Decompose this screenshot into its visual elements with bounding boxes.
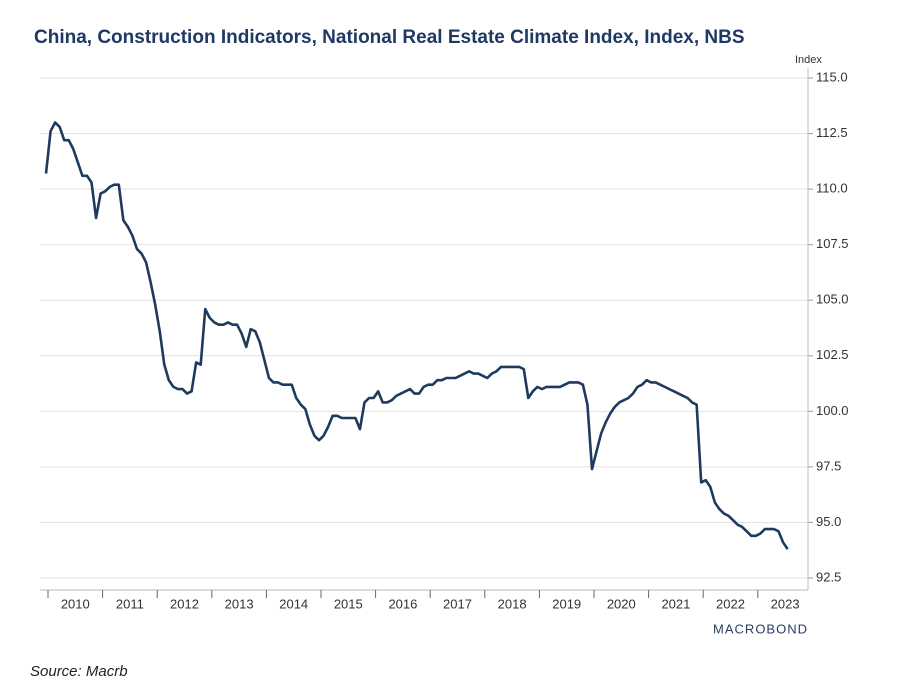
x-tick-label: 2018 [498,596,527,611]
y-tick-label: 102.5 [816,347,849,362]
y-axis-label: Index [795,54,822,66]
y-tick-label: 100.0 [816,403,849,418]
chart-title: China, Construction Indicators, National… [34,27,745,48]
x-tick-label: 2017 [443,596,472,611]
y-tick-label: 92.5 [816,569,841,584]
x-tick-label: 2019 [552,596,581,611]
x-tick-label: 2022 [716,596,745,611]
x-tick-label: 2010 [61,596,90,611]
y-tick-label: 95.0 [816,514,841,529]
y-tick-label: 112.5 [816,125,848,140]
y-tick-label: 115.0 [816,69,848,84]
y-tick-label: 107.5 [816,236,849,251]
x-tick-label: 2021 [661,596,690,611]
x-tick-label: 2020 [607,596,636,611]
brand: MACROBOND [713,621,808,636]
x-tick-label: 2016 [388,596,417,611]
source: Source: Macrb [30,663,128,680]
x-tick-label: 2011 [116,596,144,611]
x-tick-label: 2023 [771,596,800,611]
x-tick-label: 2012 [170,596,199,611]
y-tick-label: 105.0 [816,292,849,307]
x-tick-label: 2015 [334,596,363,611]
x-tick-label: 2013 [225,596,254,611]
x-tick-label: 2014 [279,596,308,611]
y-tick-label: 110.0 [816,181,848,196]
y-tick-label: 97.5 [816,458,841,473]
line-series [44,121,789,550]
